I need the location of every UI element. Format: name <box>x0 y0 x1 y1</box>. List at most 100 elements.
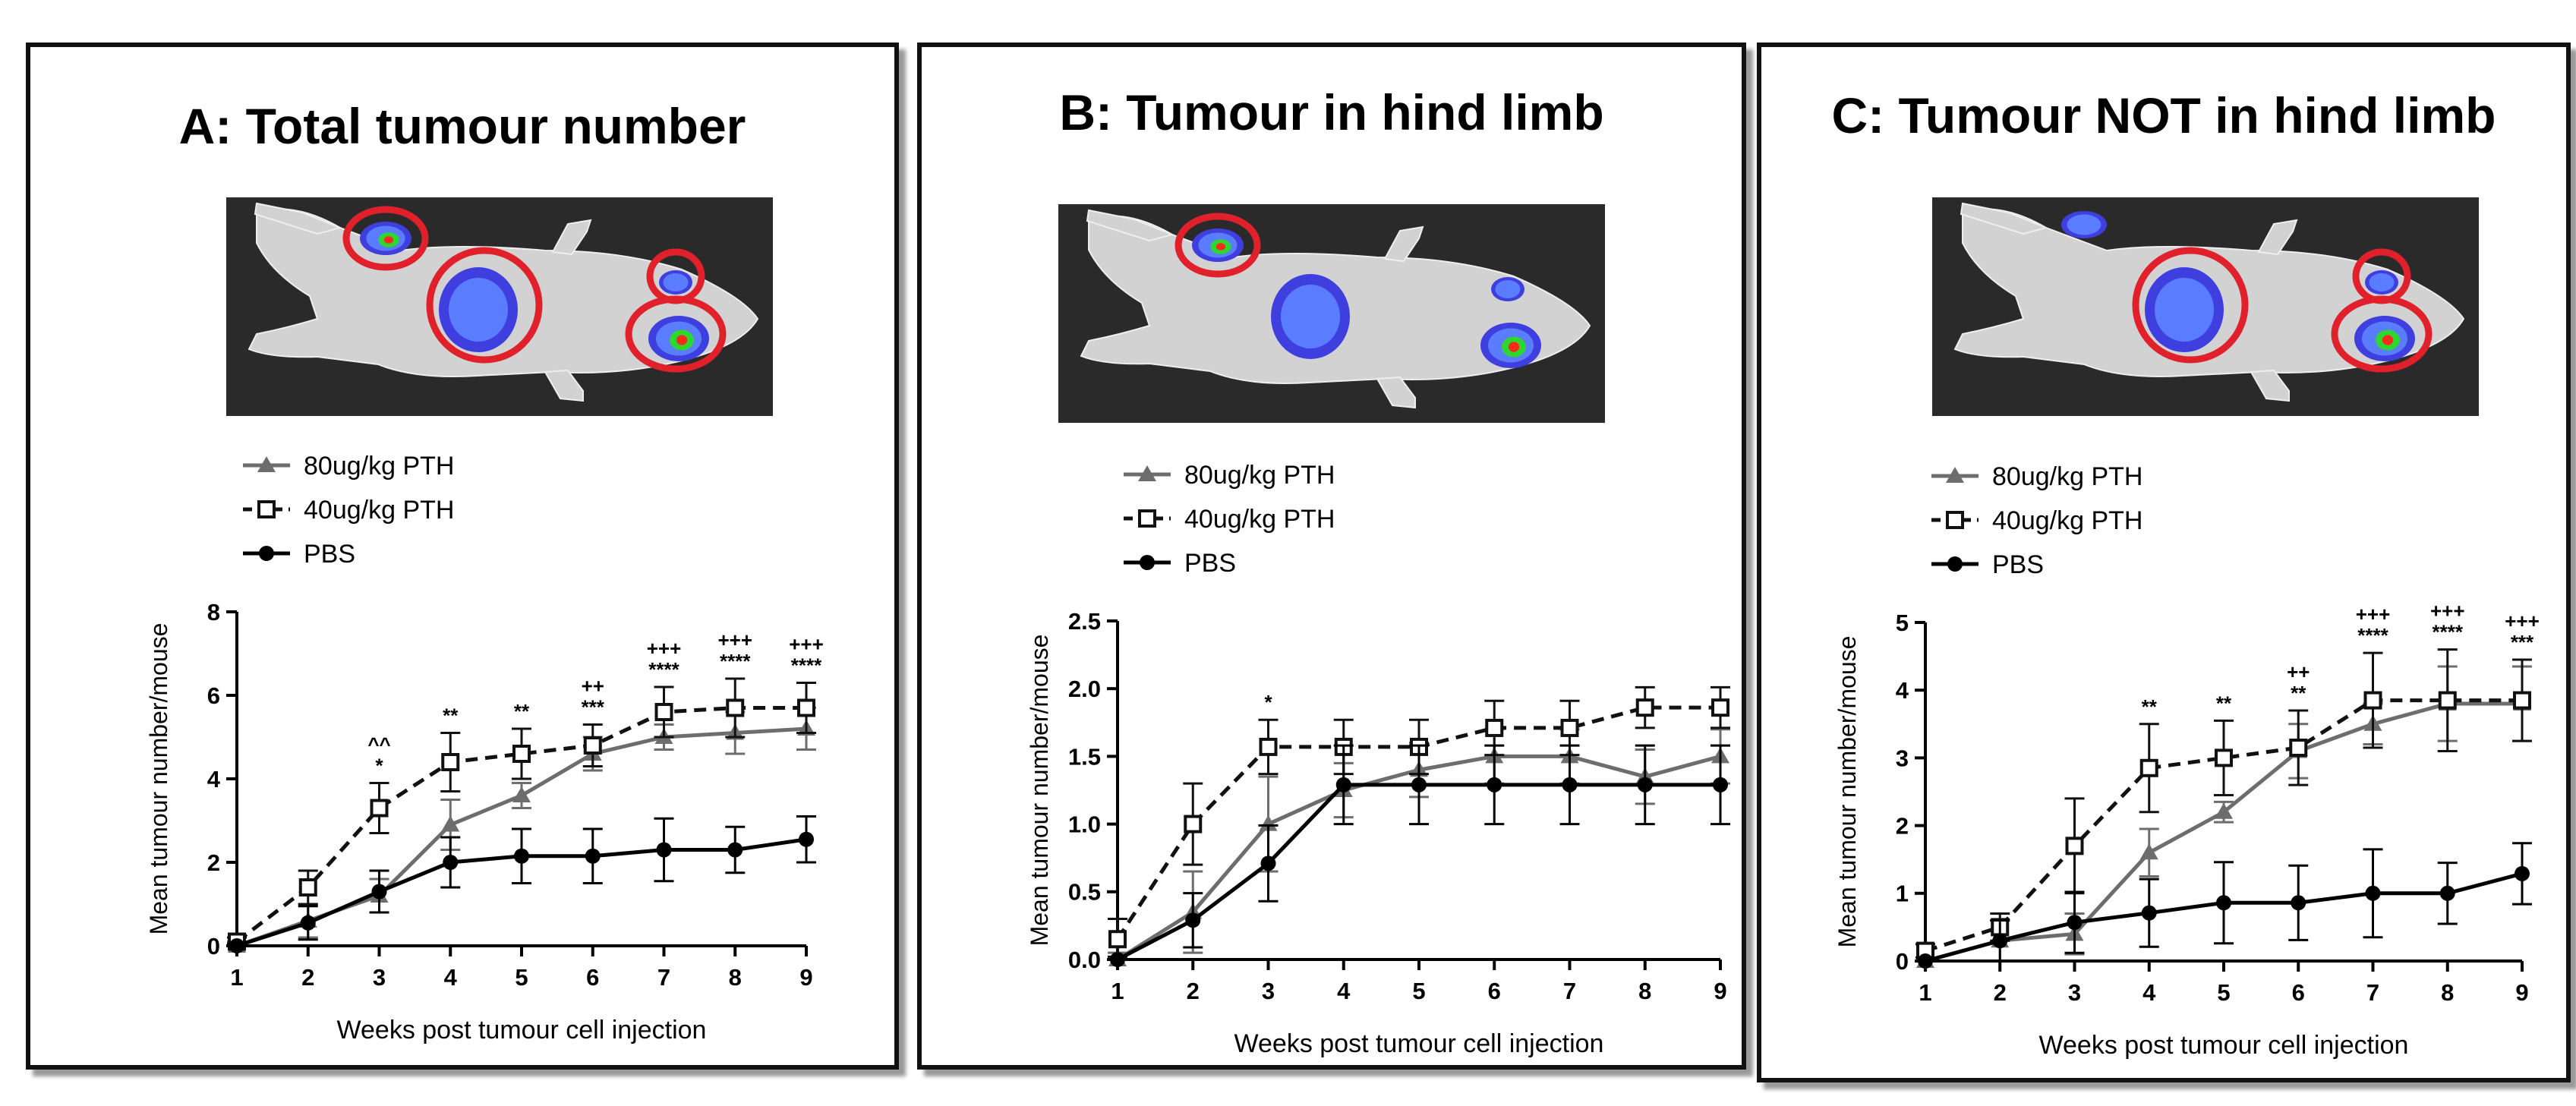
x-tick-label: 1 <box>230 964 243 991</box>
legend-label: 40ug/kg PTH <box>304 496 454 525</box>
legend-marker <box>1138 509 1156 528</box>
y-tick-label: 2.5 <box>1068 608 1101 635</box>
significance-marker: * <box>375 755 383 777</box>
y-axis-label: Mean tumour number/mouse <box>1833 636 1861 948</box>
tumour-signal-core <box>2369 273 2395 291</box>
x-tick-label: 1 <box>1919 979 1931 1006</box>
data-point-circle <box>2141 905 2157 921</box>
data-point-triangle <box>512 786 531 802</box>
data-point-square <box>1184 815 1203 833</box>
y-tick-label: 4 <box>1896 677 1909 704</box>
panel-a: A: Total tumour number 0 2 4 6 8 1 2 3 4 5 6 7 8 9 Wee… <box>26 43 899 1070</box>
panel-title: B: Tumour in hind limb <box>1059 84 1604 140</box>
data-point-square <box>1259 737 1278 756</box>
y-tick-label: 4 <box>207 766 221 792</box>
significance-marker: *** <box>2511 631 2534 654</box>
x-tick-label: 2 <box>1187 978 1200 1004</box>
line-chart: 0.0 0.5 1.0 1.5 2.0 2.5 1 2 3 4 5 6 7 8 9 Weeks post tu… <box>1026 461 1730 1058</box>
significance-marker: **** <box>791 654 822 677</box>
x-tick-label: 9 <box>2515 979 2528 1006</box>
data-point-circle <box>1562 777 1578 792</box>
y-tick-label: 5 <box>1896 610 1909 636</box>
x-tick-label: 4 <box>1337 978 1351 1004</box>
significance-marker: +++ <box>2356 603 2391 625</box>
x-tick-label: 4 <box>444 964 458 991</box>
data-point-triangle <box>2139 843 2158 860</box>
tumour-signal-core <box>2155 278 2214 342</box>
tumour-marker-circle <box>426 247 543 364</box>
tumour-signal-core <box>449 278 508 342</box>
x-tick-label: 9 <box>799 964 812 991</box>
data-point-square <box>2438 691 2457 710</box>
significance-marker: +++ <box>717 629 752 651</box>
data-point-circle <box>1335 777 1351 792</box>
panel-b: B: Tumour in hind limb 0.0 0.5 1.0 1.5 2.0 2.… <box>917 43 1746 1070</box>
data-point-square <box>654 703 673 721</box>
tumour-marker-circle <box>1174 213 1261 278</box>
y-tick-label: 2.0 <box>1068 676 1101 702</box>
bioluminescence-mouse-image <box>1932 197 2479 416</box>
significance-marker: +++ <box>647 637 682 660</box>
significance-marker: ** <box>2291 682 2306 704</box>
legend-label: 40ug/kg PTH <box>1184 505 1335 534</box>
data-point-circle <box>1713 777 1728 792</box>
legend-marker <box>1946 467 1964 483</box>
data-point-circle <box>2216 895 2231 911</box>
tumour-signal-peak <box>1215 243 1226 251</box>
x-tick-label: 3 <box>373 964 386 991</box>
bioluminescence-mouse-image <box>1058 204 1605 423</box>
significance-marker: * <box>1264 691 1272 714</box>
bioluminescence-mouse-image <box>226 197 773 416</box>
x-tick-label: 3 <box>2068 979 2081 1006</box>
legend-label: 80ug/kg PTH <box>1992 462 2142 491</box>
y-tick-label: 0 <box>207 933 220 959</box>
significance-marker: ** <box>443 704 459 727</box>
x-tick-label: 5 <box>2217 979 2230 1006</box>
x-tick-label: 7 <box>657 964 670 991</box>
significance-marker: ++ <box>582 675 604 698</box>
axes <box>1107 619 1722 970</box>
series-pbs <box>1915 842 2532 969</box>
data-point-circle <box>1637 777 1653 792</box>
significance-marker: ^^ <box>367 733 390 756</box>
x-tick-label: 7 <box>1563 978 1576 1004</box>
tumour-marker-circle <box>342 206 429 271</box>
data-point-circle <box>1918 953 1933 969</box>
data-point-square <box>1635 698 1654 717</box>
data-point-square <box>2289 739 2308 758</box>
tumour-signal-core <box>2067 214 2101 235</box>
x-tick-label: 1 <box>1111 978 1124 1004</box>
tumour-signal-peak <box>2382 335 2394 345</box>
significance-marker: **** <box>648 658 679 681</box>
legend-marker <box>1947 556 1963 572</box>
data-point-square <box>441 753 460 771</box>
x-tick-label: 9 <box>1714 978 1726 1004</box>
significance-marker: ** <box>514 700 530 723</box>
significance-marker: *** <box>582 696 605 719</box>
significance-marker: **** <box>720 650 751 673</box>
tumour-signal-core <box>1281 285 1340 348</box>
y-tick-label: 3 <box>1896 745 1909 771</box>
data-point-circle <box>514 848 529 864</box>
y-tick-label: 1.0 <box>1068 811 1101 837</box>
significance-marker: +++ <box>789 633 824 656</box>
y-axis-label: Mean tumour number/mouse <box>1026 635 1053 947</box>
series-40ug-kg-pth <box>227 677 816 951</box>
data-point-square <box>726 698 745 717</box>
x-tick-label: 8 <box>2441 979 2454 1006</box>
data-point-circle <box>229 938 244 953</box>
data-point-circle <box>371 884 387 900</box>
y-tick-label: 0.0 <box>1068 947 1101 973</box>
y-tick-label: 8 <box>207 599 220 625</box>
legend-marker <box>1138 465 1156 481</box>
data-point-square <box>583 736 602 755</box>
data-point-circle <box>2291 895 2306 911</box>
x-axis-label: Weeks post tumour cell injection <box>2039 1031 2409 1060</box>
significance-marker: ** <box>2142 695 2158 718</box>
legend-marker <box>1946 511 1964 529</box>
legend-label: 80ug/kg PTH <box>304 452 454 481</box>
tumour-marker-circle <box>2331 295 2433 373</box>
tumour-marker-circle <box>625 295 727 373</box>
legend-label: PBS <box>304 540 355 569</box>
legend-label: 80ug/kg PTH <box>1184 461 1335 490</box>
